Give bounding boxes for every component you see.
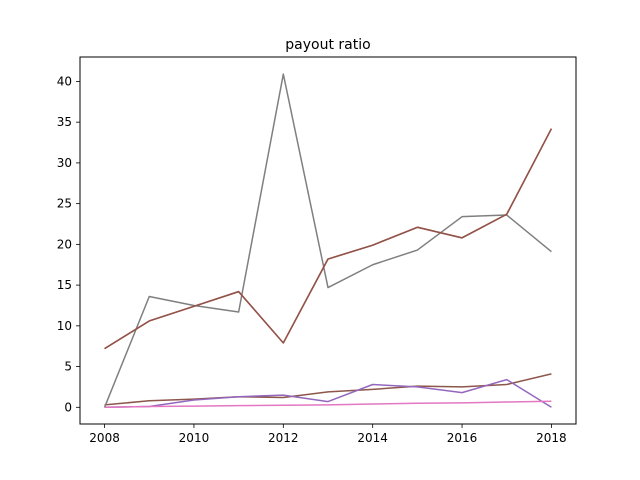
chart-title: payout ratio — [285, 37, 370, 53]
y-tick-label: 35 — [57, 115, 72, 129]
y-tick-label: 10 — [57, 319, 72, 333]
series-layer — [103, 73, 553, 409]
y-axis: 0 5 10 15 20 25 30 35 40 — [57, 74, 80, 414]
x-tick-label: 2016 — [447, 431, 478, 445]
x-tick-label: 2008 — [89, 431, 120, 445]
series-line-3 — [104, 400, 552, 409]
x-tick-label: 2010 — [179, 431, 210, 445]
series-line-2 — [104, 378, 552, 409]
plot-frame — [79, 56, 577, 425]
x-tick-label: 2018 — [536, 431, 567, 445]
series-line-4 — [103, 73, 552, 408]
y-tick-label: 25 — [57, 197, 72, 211]
x-axis: 2008 2010 2012 2014 2016 2018 — [89, 424, 567, 445]
y-tick-label: 0 — [64, 400, 72, 414]
y-tick-label: 40 — [57, 74, 72, 88]
y-tick-label: 30 — [57, 156, 72, 170]
y-tick-label: 20 — [57, 237, 72, 251]
y-tick-label: 15 — [57, 278, 72, 292]
y-tick-label: 5 — [64, 360, 72, 374]
x-tick-label: 2012 — [268, 431, 299, 445]
series-line-6 — [104, 128, 553, 350]
series-line-5 — [104, 128, 553, 350]
series-line-1 — [104, 373, 552, 406]
x-tick-label: 2014 — [357, 431, 388, 445]
